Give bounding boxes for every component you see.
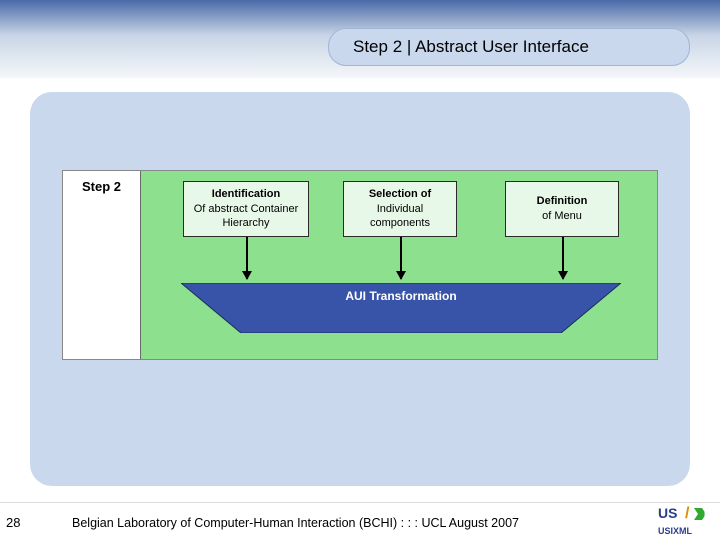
diagram-box-line: Of abstract Container: [194, 202, 299, 217]
slide-title: Step 2 | Abstract User Interface: [353, 37, 589, 57]
svg-text:ML: ML: [704, 511, 712, 520]
usixml-logo: US / ML USIXML: [656, 504, 712, 538]
diagram-box-line: Identification: [212, 187, 280, 202]
diagram-area: Step 2 IdentificationOf abstract Contain…: [62, 170, 658, 360]
diagram-box-line: components: [370, 216, 430, 231]
diagram-step-label-panel: Step 2: [63, 171, 141, 359]
diagram-box-line: Definition: [537, 194, 588, 209]
svg-text:USIXML: USIXML: [658, 526, 693, 536]
diagram-box-line: Individual: [377, 202, 423, 217]
diagram-box-line: of Menu: [542, 209, 582, 224]
aui-transformation-trapezoid: AUI Transformation: [181, 283, 621, 333]
box-definition: Definitionof Menu: [505, 181, 619, 237]
diagram-box-line: Selection of: [369, 187, 431, 202]
svg-text:US: US: [658, 505, 677, 521]
diagram-canvas: IdentificationOf abstract ContainerHiera…: [141, 171, 657, 359]
diagram-box-line: Hierarchy: [222, 216, 269, 231]
page-number: 28: [6, 515, 20, 530]
svg-text:/: /: [685, 505, 690, 522]
box-selection: Selection ofIndividualcomponents: [343, 181, 457, 237]
trapezoid-label: AUI Transformation: [181, 289, 621, 303]
arrow-down-icon: [562, 237, 564, 279]
arrow-down-icon: [400, 237, 402, 279]
footer: 28 Belgian Laboratory of Computer-Human …: [0, 502, 720, 540]
arrow-down-icon: [246, 237, 248, 279]
diagram-step-label: Step 2: [82, 179, 121, 194]
box-identification: IdentificationOf abstract ContainerHiera…: [183, 181, 309, 237]
slide-title-pill: Step 2 | Abstract User Interface: [328, 28, 690, 66]
footer-text: Belgian Laboratory of Computer-Human Int…: [72, 516, 519, 530]
